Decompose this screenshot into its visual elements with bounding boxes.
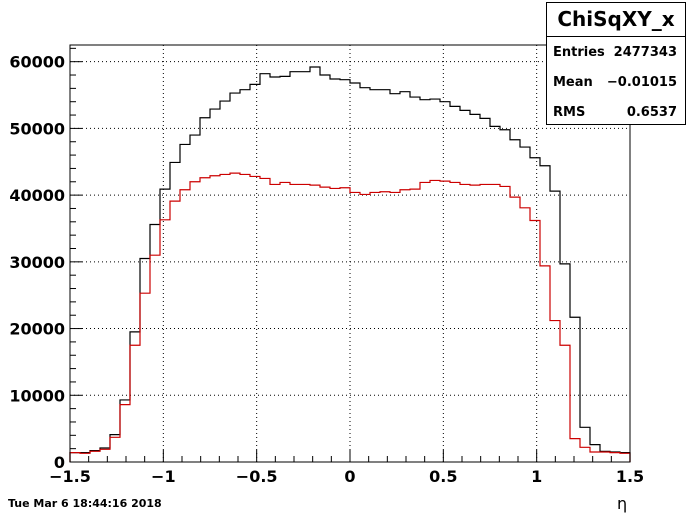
x-axis-label: η bbox=[617, 494, 628, 513]
stats-mean-row: Mean −0.01015 bbox=[547, 67, 685, 97]
x-tick-label: 0.5 bbox=[429, 467, 457, 486]
stats-entries-value: 2477343 bbox=[613, 45, 677, 60]
stats-title: ChiSqXY_x bbox=[547, 3, 685, 37]
y-tick-label: 10000 bbox=[9, 386, 65, 405]
stats-entries-row: Entries 2477343 bbox=[547, 37, 685, 67]
stats-rms-label: RMS bbox=[553, 105, 586, 120]
stats-rms-row: RMS 0.6537 bbox=[547, 97, 685, 127]
y-tick-label: 30000 bbox=[9, 253, 65, 272]
stats-mean-value: −0.01015 bbox=[606, 75, 677, 90]
stats-rms-value: 0.6537 bbox=[626, 105, 677, 120]
histogram-series-2 bbox=[69, 172, 631, 462]
y-tick-label: 40000 bbox=[9, 186, 65, 205]
x-tick-label: −1 bbox=[151, 467, 176, 486]
stats-mean-label: Mean bbox=[553, 75, 593, 90]
x-tick-label: −1.5 bbox=[49, 467, 91, 486]
stats-box: ChiSqXY_x Entries 2477343 Mean −0.01015 … bbox=[546, 2, 686, 125]
x-tick-label: 1 bbox=[531, 467, 542, 486]
datestamp: Tue Mar 6 18:44:16 2018 bbox=[8, 497, 162, 510]
stats-entries-label: Entries bbox=[553, 45, 605, 60]
y-tick-label: 0 bbox=[54, 453, 65, 472]
y-tick-label: 20000 bbox=[9, 320, 65, 339]
x-tick-label: −0.5 bbox=[236, 467, 278, 486]
x-tick-label: 0 bbox=[344, 467, 355, 486]
y-tick-label: 60000 bbox=[9, 53, 65, 72]
x-tick-label: 1.5 bbox=[616, 467, 644, 486]
histogram-series-1 bbox=[69, 66, 631, 462]
y-tick-label: 50000 bbox=[9, 119, 65, 138]
